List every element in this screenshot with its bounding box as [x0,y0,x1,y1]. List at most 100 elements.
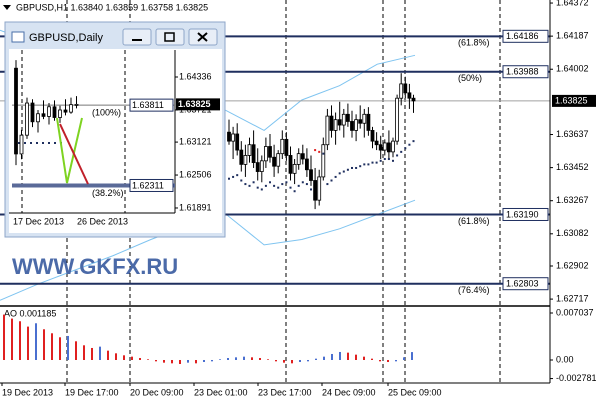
minimize-button[interactable] [122,28,152,46]
daily-level-label: 1.63811 [132,100,164,110]
daily-candle-body [74,103,79,106]
fibo-percent: (61.8%) [458,216,490,226]
maximize-button[interactable] [155,28,185,46]
price-tick-label: 1.63452 [556,162,589,172]
title-arrow [3,5,11,10]
level-price-box [502,207,549,221]
ao-bar [379,359,381,362]
sar-dot [330,179,333,182]
sar-dot [289,186,292,189]
candle-body [350,121,354,131]
ao-bar [403,357,405,360]
ao-bar [371,358,373,360]
candle-body [399,83,404,99]
daily-candle-body [14,67,18,155]
candle-body [272,156,277,167]
ao-label: AO 0.001185 [4,308,56,318]
close-glyph [197,32,208,42]
ao-bar [3,314,5,360]
candle-body [333,119,338,131]
fibo-percent: (76.4%) [458,285,490,295]
candle-body [280,138,285,155]
candle-body [296,153,301,165]
candle-body [370,130,375,142]
ao-bar [99,346,101,360]
daily-candle-body [63,109,68,113]
ao-bar [171,359,173,364]
sar-dot [379,159,382,162]
sar-dot [228,177,230,180]
ao-tick-label: 0.00 [556,354,574,364]
daily-candle-body [25,102,29,136]
sar-dot [383,158,386,161]
sar-dot [342,170,345,173]
time-label: 23 Dec 01:00 [194,387,248,397]
candle-body [358,119,363,124]
window-icon [11,31,25,43]
ao-bar [387,359,389,363]
daily-candle-body [19,134,24,155]
sar-dot [285,181,288,184]
ao-bar [75,341,77,360]
sar-dot [281,183,284,186]
sar-dot [293,190,296,193]
daily-level-box [129,98,174,112]
sar-dot [244,183,247,186]
ao-bar [195,359,197,364]
ao-bar [19,321,21,360]
ao-bar [211,359,213,362]
level-price-label: 1.63988 [506,67,539,77]
ao-bar [219,359,221,360]
candle-body [268,146,272,158]
window-title: GBPUSD,Daily [29,32,103,44]
price-tick-label: 1.62902 [556,260,589,270]
ao-bar [179,359,181,365]
sar-dot [392,159,394,162]
ao-bar [11,318,13,360]
sar-dot [297,184,300,187]
daily-price-label: 1.64336 [179,71,212,81]
candle-body [255,162,260,172]
ao-bar [91,347,93,360]
daily-window: GBPUSD,Daily1.643361.637211.631211.62506… [4,21,226,238]
candle-body [300,153,305,160]
ao-bar [115,353,117,360]
sar-dot [277,186,280,189]
price-axis [550,0,596,383]
sar-dot [412,140,415,143]
candle-body [263,146,268,162]
price-tick-label: 1.64002 [556,64,589,74]
ao-bar [43,329,45,360]
ao-bar [355,354,357,360]
sar-dot [387,158,390,161]
ao-bar [339,351,341,360]
price-tick-label: 1.63267 [556,195,589,205]
sar-dot [273,184,276,187]
candle-body [227,131,231,142]
ao-bar [59,337,61,360]
ao-bar [51,333,53,360]
candle-body [366,113,371,131]
candle-body [395,97,400,142]
sar-dot [346,168,349,171]
ao-bar [35,323,37,360]
daily-candle-body [52,106,57,118]
ao-bar [147,359,149,360]
sar-dot [408,143,411,146]
candle-body [411,97,416,102]
sar-dot [322,152,325,155]
candle-body [251,144,256,164]
candle-body [321,144,326,178]
candle-body [239,149,244,165]
chart-title: GBPUSD,H1 1.63840 1.63859 1.63758 1.6382… [16,2,208,12]
ao-bar [267,359,269,360]
sar-dot [367,163,370,166]
sar-dot [248,184,251,187]
level-price-label: 1.63190 [506,209,539,219]
ao-bar [291,359,293,364]
daily-fibo-percent: (100%) [92,108,121,118]
ao-bar [299,359,301,363]
candle-body [391,140,395,153]
